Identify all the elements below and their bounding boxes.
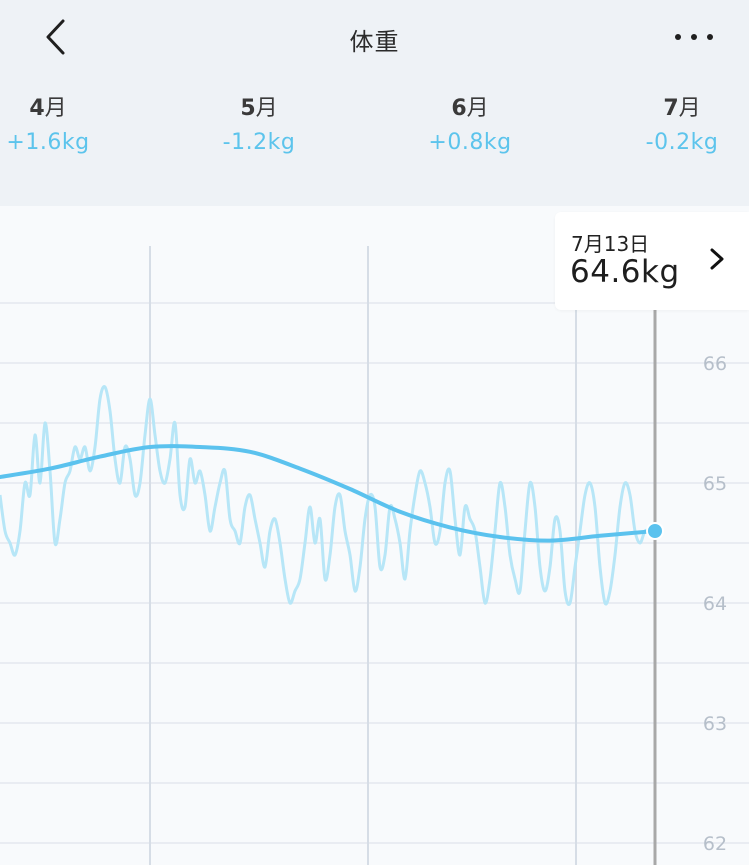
month-item-june[interactable]: 6月 +0.8kg (400, 92, 540, 160)
month-item-may[interactable]: 5月 -1.2kg (189, 92, 329, 160)
back-button[interactable] (34, 12, 78, 62)
chevron-right-icon (710, 248, 724, 270)
app-header: 体重 (0, 0, 749, 78)
selected-day-tooltip[interactable]: 7月13日 64.6kg (555, 212, 749, 310)
month-label: 5月 (240, 96, 278, 121)
month-label: 6月 (451, 96, 489, 121)
selected-point-marker (646, 522, 664, 540)
y-tick-label: 65 (703, 473, 727, 495)
y-tick-label: 63 (703, 713, 727, 735)
month-item-april[interactable]: 4月 +1.6kg (0, 92, 118, 160)
month-change: -0.2kg (645, 130, 719, 155)
weight-chart-panel[interactable]: 66 65 64 63 62 (0, 206, 749, 865)
raw-weight-series-line (0, 385, 655, 606)
y-tick-label: 66 (703, 353, 727, 375)
tooltip-weight-value: 64.6kg (570, 254, 680, 290)
y-tick-label: 64 (703, 593, 727, 615)
month-item-july[interactable]: 7月 -0.2kg (612, 92, 749, 160)
month-change: +1.6kg (6, 130, 90, 155)
month-change: -1.2kg (222, 130, 296, 155)
y-tick-label: 62 (703, 833, 727, 855)
more-button[interactable] (664, 22, 724, 52)
chevron-left-icon (46, 19, 65, 55)
page-title: 体重 (349, 28, 400, 56)
month-label: 4月 (29, 96, 67, 121)
more-horizontal-icon (675, 34, 713, 40)
month-label: 7月 (663, 96, 701, 121)
trend-series-line (0, 444, 657, 543)
month-summary-strip: 4月 +1.6kg 5月 -1.2kg 6月 +0.8kg 7月 -0.2kg (0, 92, 749, 182)
tooltip-date: 7月13日 (571, 232, 650, 256)
month-change: +0.8kg (428, 130, 512, 155)
